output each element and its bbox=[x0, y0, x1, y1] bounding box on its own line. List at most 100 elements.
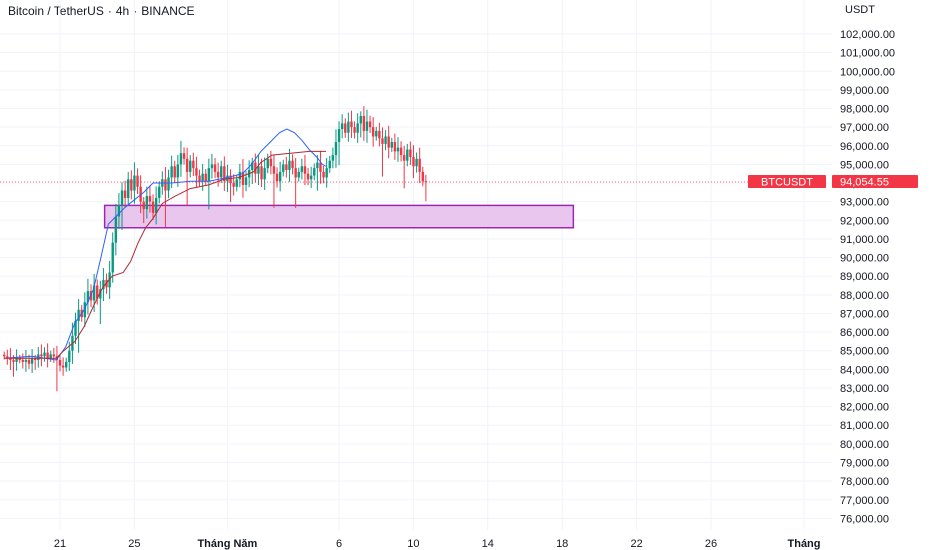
x-tick-label: 14 bbox=[482, 538, 494, 550]
candle-body bbox=[92, 285, 96, 301]
candle-body bbox=[334, 142, 338, 156]
candle-body bbox=[275, 173, 279, 182]
y-tick-label: 76,000.00 bbox=[840, 513, 889, 525]
candle-body bbox=[362, 115, 366, 131]
candle-body bbox=[322, 171, 325, 178]
candle-body bbox=[393, 142, 397, 152]
candle-body bbox=[117, 205, 121, 217]
y-tick-label: 83,000.00 bbox=[840, 383, 889, 395]
candle-body bbox=[18, 358, 21, 361]
candle-body bbox=[148, 196, 152, 202]
candle-body bbox=[65, 361, 68, 368]
candle-body bbox=[216, 171, 220, 178]
candle-body bbox=[272, 166, 276, 174]
candle-body bbox=[223, 166, 226, 182]
symbol-name[interactable]: Bitcoin / TetherUS bbox=[8, 4, 104, 18]
candle-body bbox=[238, 171, 242, 180]
candle-body bbox=[337, 129, 341, 143]
zone-rectangle[interactable] bbox=[103, 204, 575, 229]
candle-body bbox=[316, 162, 319, 169]
y-tick-label: 85,000.00 bbox=[840, 346, 889, 358]
y-axis[interactable]: 102,000.00 101,000.00 100,000.00 99,000.00 9… bbox=[840, 29, 895, 525]
x-axis[interactable]: 21 25 Tháng Năm 6 10 14 18 22 26 Tháng bbox=[54, 538, 821, 550]
candle-body bbox=[344, 123, 347, 133]
candle-body bbox=[30, 358, 34, 364]
candle-body bbox=[173, 166, 176, 178]
candle-body bbox=[353, 127, 356, 133]
indicator-lines bbox=[4, 128, 327, 361]
candle-body bbox=[130, 179, 133, 191]
candle-body bbox=[387, 136, 390, 148]
demand-zone[interactable] bbox=[103, 204, 575, 229]
candle-body bbox=[12, 360, 15, 362]
y-tick-label: 91,000.00 bbox=[840, 234, 889, 246]
candle-body bbox=[52, 354, 56, 357]
candle-body bbox=[185, 158, 189, 172]
candle-body bbox=[21, 360, 25, 362]
candle-body bbox=[424, 181, 428, 183]
candle-body bbox=[120, 190, 124, 206]
candle-body bbox=[309, 175, 313, 180]
price-unit-label: USDT bbox=[845, 4, 875, 16]
red-indicator-line bbox=[4, 150, 326, 359]
candle-body bbox=[15, 358, 18, 362]
candle-body bbox=[359, 115, 362, 124]
candle-body bbox=[278, 171, 282, 182]
candle-body bbox=[167, 177, 170, 191]
candle-body bbox=[201, 173, 204, 182]
candle-body bbox=[114, 216, 118, 243]
candle-body bbox=[251, 162, 254, 170]
y-tick-label: 92,000.00 bbox=[840, 215, 889, 227]
candle-body bbox=[421, 171, 424, 182]
candle-body bbox=[142, 201, 145, 210]
interval-label[interactable]: 4h bbox=[115, 4, 130, 18]
candle-body bbox=[254, 162, 257, 174]
candle-body bbox=[350, 121, 353, 128]
candle-body bbox=[83, 302, 87, 318]
y-tick-label: 82,000.00 bbox=[840, 402, 889, 414]
candle-body bbox=[232, 183, 235, 187]
price-tag-bg bbox=[832, 175, 918, 189]
symbol-tag-bg bbox=[748, 175, 826, 189]
x-tick-label: 21 bbox=[54, 538, 66, 550]
header-separator-2: · bbox=[133, 4, 138, 18]
candle-body bbox=[34, 358, 37, 361]
grid-lines bbox=[0, 0, 832, 530]
candle-body bbox=[390, 142, 393, 148]
chart-header: Bitcoin / TetherUS · 4h · BINANCE bbox=[8, 4, 195, 18]
candle-body bbox=[220, 166, 223, 178]
y-tick-label: 100,000.00 bbox=[840, 66, 895, 78]
candle-body bbox=[418, 158, 421, 172]
y-tick-label: 99,000.00 bbox=[840, 85, 889, 97]
candle-body bbox=[127, 179, 130, 198]
candle-body bbox=[9, 358, 12, 361]
candle-body bbox=[179, 153, 183, 165]
candle-body bbox=[158, 186, 161, 198]
candle-body bbox=[402, 155, 406, 161]
candle-body bbox=[133, 175, 136, 191]
last-price-value: 94,054.55 bbox=[840, 177, 889, 189]
x-tick-label: 26 bbox=[705, 538, 717, 550]
candle-body bbox=[102, 279, 105, 290]
y-tick-label: 86,000.00 bbox=[840, 327, 889, 339]
candle-body bbox=[6, 356, 9, 359]
y-tick-label: 80,000.00 bbox=[840, 439, 889, 451]
candle-body bbox=[306, 173, 310, 180]
y-tick-label: 81,000.00 bbox=[840, 420, 889, 432]
candle-body bbox=[331, 155, 335, 161]
candle-body bbox=[210, 164, 214, 169]
candle-body bbox=[319, 162, 322, 172]
candle-body bbox=[294, 168, 297, 178]
candle-body bbox=[244, 177, 248, 185]
candle-body bbox=[204, 173, 207, 182]
candle-body bbox=[378, 130, 381, 139]
y-tick-label: 79,000.00 bbox=[840, 457, 889, 469]
y-tick-label: 98,000.00 bbox=[840, 104, 889, 116]
candle-body bbox=[241, 171, 245, 185]
blue-indicator-line bbox=[4, 128, 327, 361]
candle-body bbox=[189, 160, 192, 172]
x-tick-label: 22 bbox=[630, 538, 642, 550]
candle-body bbox=[297, 171, 300, 178]
candle-body bbox=[182, 153, 186, 159]
